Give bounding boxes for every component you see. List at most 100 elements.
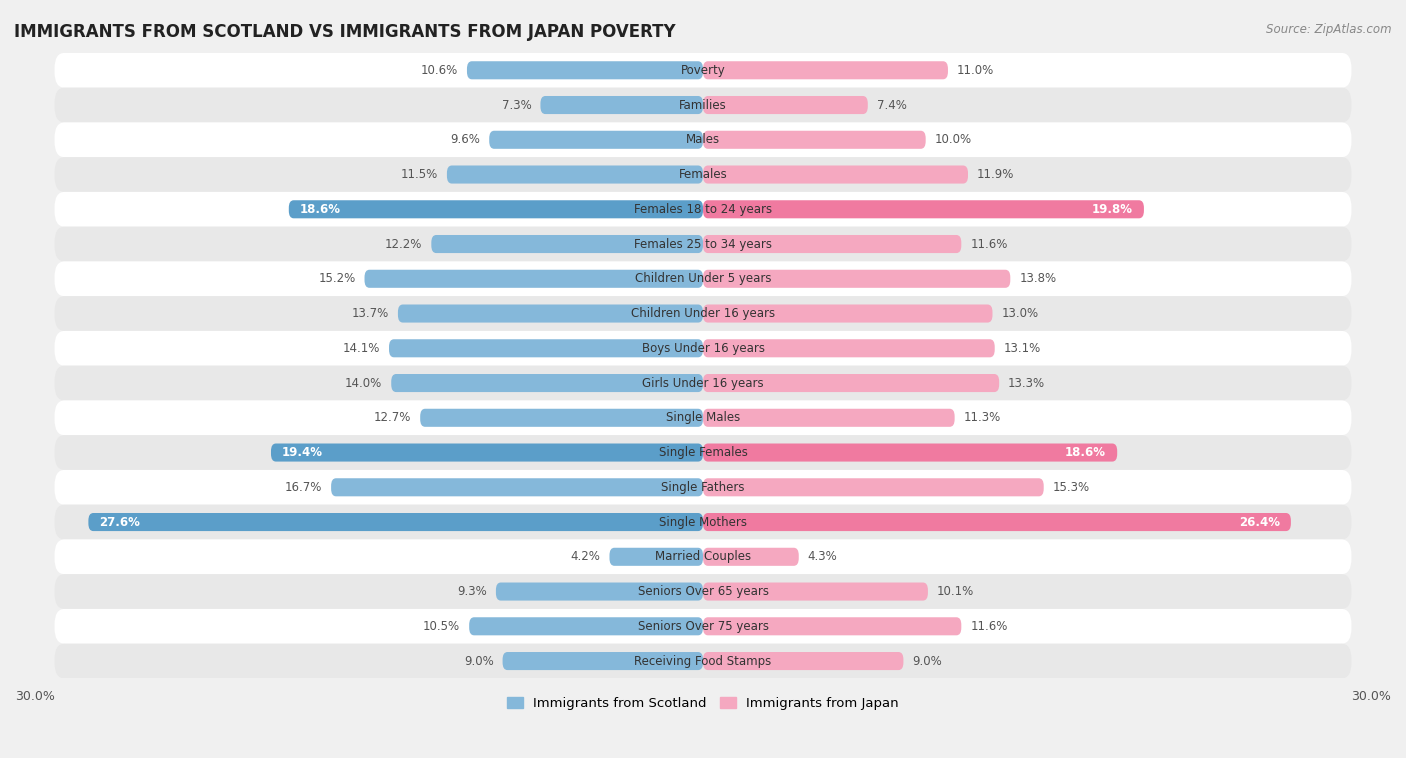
Text: 11.0%: 11.0% bbox=[957, 64, 994, 77]
Text: 10.1%: 10.1% bbox=[936, 585, 974, 598]
Text: 13.7%: 13.7% bbox=[352, 307, 389, 320]
FancyBboxPatch shape bbox=[330, 478, 703, 496]
Text: 14.1%: 14.1% bbox=[343, 342, 380, 355]
Text: 11.6%: 11.6% bbox=[970, 620, 1008, 633]
FancyBboxPatch shape bbox=[489, 130, 703, 149]
FancyBboxPatch shape bbox=[703, 443, 1118, 462]
Text: 11.3%: 11.3% bbox=[963, 412, 1001, 424]
Text: 27.6%: 27.6% bbox=[100, 515, 141, 528]
Text: 7.4%: 7.4% bbox=[877, 99, 907, 111]
FancyBboxPatch shape bbox=[364, 270, 703, 288]
Text: 10.0%: 10.0% bbox=[935, 133, 972, 146]
FancyBboxPatch shape bbox=[420, 409, 703, 427]
Text: Married Couples: Married Couples bbox=[655, 550, 751, 563]
FancyBboxPatch shape bbox=[55, 470, 1351, 505]
FancyBboxPatch shape bbox=[389, 340, 703, 357]
Text: Females: Females bbox=[679, 168, 727, 181]
FancyBboxPatch shape bbox=[55, 53, 1351, 88]
Text: Seniors Over 65 years: Seniors Over 65 years bbox=[637, 585, 769, 598]
FancyBboxPatch shape bbox=[55, 157, 1351, 192]
FancyBboxPatch shape bbox=[703, 305, 993, 323]
FancyBboxPatch shape bbox=[703, 61, 948, 80]
Text: Single Males: Single Males bbox=[666, 412, 740, 424]
FancyBboxPatch shape bbox=[502, 652, 703, 670]
Text: Source: ZipAtlas.com: Source: ZipAtlas.com bbox=[1267, 23, 1392, 36]
FancyBboxPatch shape bbox=[55, 262, 1351, 296]
Text: 13.0%: 13.0% bbox=[1001, 307, 1039, 320]
Text: 4.3%: 4.3% bbox=[807, 550, 838, 563]
Text: Boys Under 16 years: Boys Under 16 years bbox=[641, 342, 765, 355]
FancyBboxPatch shape bbox=[55, 192, 1351, 227]
FancyBboxPatch shape bbox=[470, 617, 703, 635]
FancyBboxPatch shape bbox=[55, 400, 1351, 435]
FancyBboxPatch shape bbox=[703, 165, 967, 183]
Text: 10.5%: 10.5% bbox=[423, 620, 460, 633]
Text: 13.1%: 13.1% bbox=[1004, 342, 1040, 355]
FancyBboxPatch shape bbox=[703, 235, 962, 253]
Text: 12.2%: 12.2% bbox=[385, 237, 422, 251]
FancyBboxPatch shape bbox=[89, 513, 703, 531]
Text: 12.7%: 12.7% bbox=[374, 412, 412, 424]
FancyBboxPatch shape bbox=[703, 200, 1144, 218]
FancyBboxPatch shape bbox=[703, 582, 928, 600]
FancyBboxPatch shape bbox=[55, 505, 1351, 540]
Text: 16.7%: 16.7% bbox=[285, 481, 322, 493]
Text: 18.6%: 18.6% bbox=[1066, 446, 1107, 459]
FancyBboxPatch shape bbox=[703, 96, 868, 114]
FancyBboxPatch shape bbox=[55, 365, 1351, 400]
FancyBboxPatch shape bbox=[703, 409, 955, 427]
FancyBboxPatch shape bbox=[467, 61, 703, 80]
FancyBboxPatch shape bbox=[55, 644, 1351, 678]
FancyBboxPatch shape bbox=[391, 374, 703, 392]
Text: Females 18 to 24 years: Females 18 to 24 years bbox=[634, 203, 772, 216]
FancyBboxPatch shape bbox=[496, 582, 703, 600]
Text: 11.6%: 11.6% bbox=[970, 237, 1008, 251]
FancyBboxPatch shape bbox=[55, 88, 1351, 122]
Text: 13.3%: 13.3% bbox=[1008, 377, 1045, 390]
FancyBboxPatch shape bbox=[55, 609, 1351, 644]
Text: 19.8%: 19.8% bbox=[1092, 203, 1133, 216]
Text: Single Females: Single Females bbox=[658, 446, 748, 459]
Text: Girls Under 16 years: Girls Under 16 years bbox=[643, 377, 763, 390]
FancyBboxPatch shape bbox=[609, 548, 703, 565]
FancyBboxPatch shape bbox=[703, 374, 1000, 392]
FancyBboxPatch shape bbox=[288, 200, 703, 218]
Text: Receiving Food Stamps: Receiving Food Stamps bbox=[634, 655, 772, 668]
Text: 13.8%: 13.8% bbox=[1019, 272, 1056, 285]
FancyBboxPatch shape bbox=[703, 617, 962, 635]
Text: Single Mothers: Single Mothers bbox=[659, 515, 747, 528]
FancyBboxPatch shape bbox=[540, 96, 703, 114]
Text: 4.2%: 4.2% bbox=[571, 550, 600, 563]
Text: 14.0%: 14.0% bbox=[344, 377, 382, 390]
FancyBboxPatch shape bbox=[703, 548, 799, 565]
Text: 9.0%: 9.0% bbox=[464, 655, 494, 668]
Text: Families: Families bbox=[679, 99, 727, 111]
Text: Seniors Over 75 years: Seniors Over 75 years bbox=[637, 620, 769, 633]
Text: 11.5%: 11.5% bbox=[401, 168, 439, 181]
FancyBboxPatch shape bbox=[703, 340, 994, 357]
Text: 26.4%: 26.4% bbox=[1239, 515, 1279, 528]
FancyBboxPatch shape bbox=[447, 165, 703, 183]
FancyBboxPatch shape bbox=[55, 122, 1351, 157]
FancyBboxPatch shape bbox=[703, 270, 1011, 288]
Text: 9.0%: 9.0% bbox=[912, 655, 942, 668]
Text: 7.3%: 7.3% bbox=[502, 99, 531, 111]
Text: Children Under 5 years: Children Under 5 years bbox=[634, 272, 772, 285]
Text: Males: Males bbox=[686, 133, 720, 146]
Text: Females 25 to 34 years: Females 25 to 34 years bbox=[634, 237, 772, 251]
FancyBboxPatch shape bbox=[432, 235, 703, 253]
FancyBboxPatch shape bbox=[55, 296, 1351, 331]
FancyBboxPatch shape bbox=[271, 443, 703, 462]
FancyBboxPatch shape bbox=[55, 435, 1351, 470]
FancyBboxPatch shape bbox=[398, 305, 703, 323]
FancyBboxPatch shape bbox=[703, 652, 904, 670]
FancyBboxPatch shape bbox=[703, 513, 1291, 531]
Text: IMMIGRANTS FROM SCOTLAND VS IMMIGRANTS FROM JAPAN POVERTY: IMMIGRANTS FROM SCOTLAND VS IMMIGRANTS F… bbox=[14, 23, 676, 41]
FancyBboxPatch shape bbox=[55, 227, 1351, 262]
Text: 15.2%: 15.2% bbox=[318, 272, 356, 285]
FancyBboxPatch shape bbox=[55, 540, 1351, 574]
Text: 11.9%: 11.9% bbox=[977, 168, 1014, 181]
Text: 10.6%: 10.6% bbox=[420, 64, 458, 77]
Text: Single Fathers: Single Fathers bbox=[661, 481, 745, 493]
Legend: Immigrants from Scotland, Immigrants from Japan: Immigrants from Scotland, Immigrants fro… bbox=[502, 692, 904, 716]
